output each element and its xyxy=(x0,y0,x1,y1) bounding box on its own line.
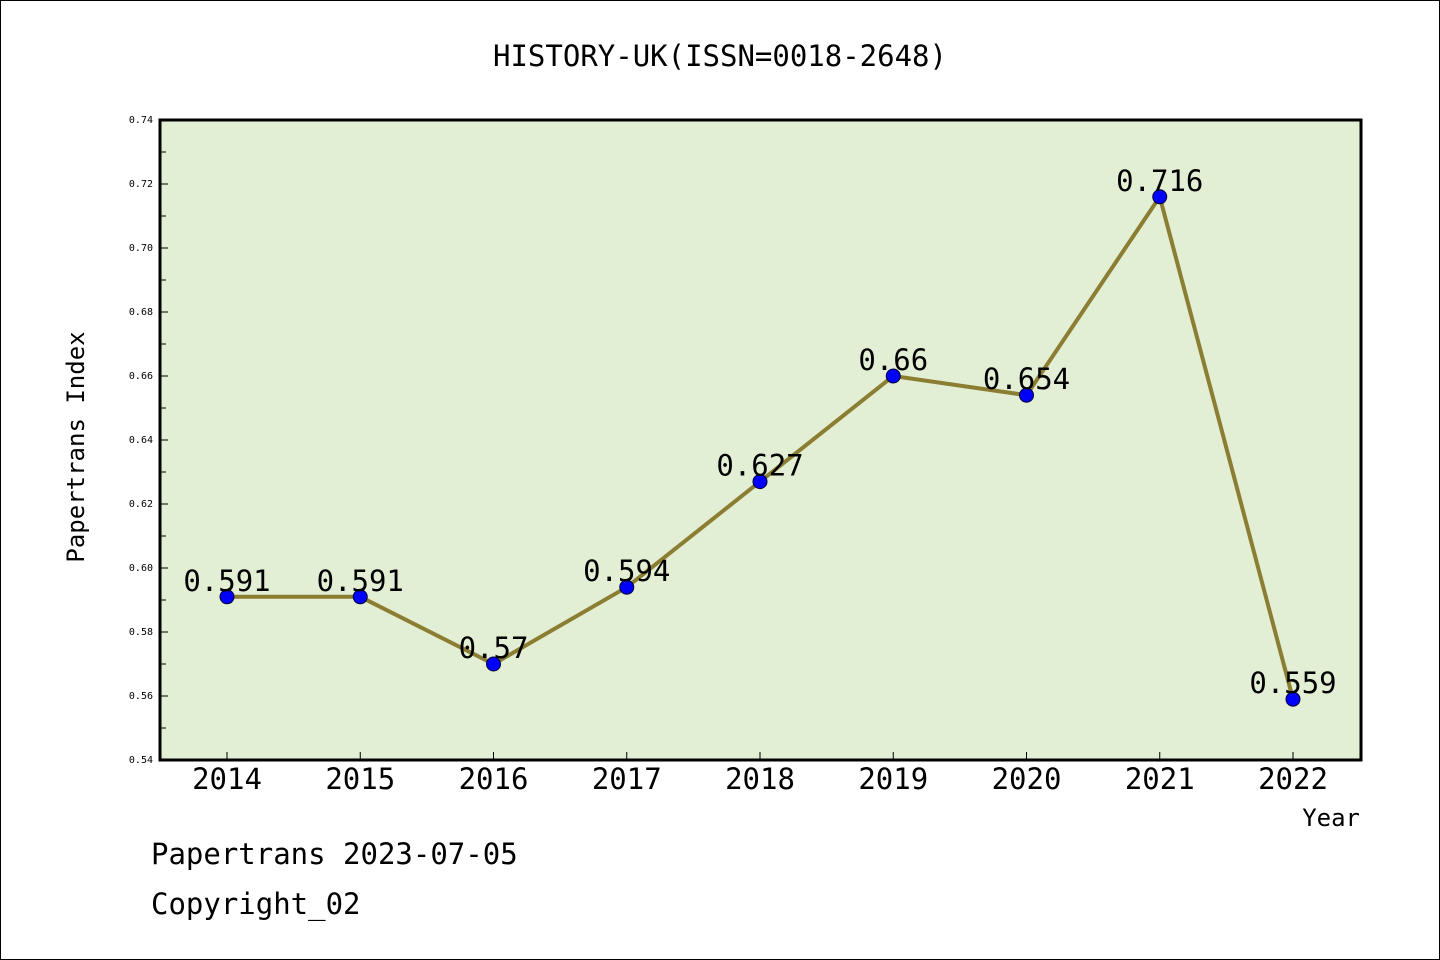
y-tick-label: 0.72 xyxy=(129,179,153,190)
y-tick-label: 0.56 xyxy=(129,691,153,702)
data-label: 0.591 xyxy=(183,564,270,598)
y-tick-label: 0.68 xyxy=(129,307,153,318)
y-tick-label: 0.66 xyxy=(129,371,153,382)
x-tick-label: 2016 xyxy=(459,762,529,796)
x-tick-label: 2021 xyxy=(1125,762,1195,796)
chart-title: HISTORY-UK(ISSN=0018-2648) xyxy=(493,39,947,73)
y-tick-label: 0.70 xyxy=(129,243,153,254)
series-layer: 0.591 0.591 0.57 0.594 0.627 0.66 0.654 0.716 0.… xyxy=(183,164,1337,707)
y-axis-label: Papertrans Index xyxy=(62,331,90,562)
plot-area xyxy=(158,118,1363,762)
x-axis: 2014 2015 2016 2017 2018 2019 2020 2021 2022 xyxy=(192,752,1328,796)
data-label: 0.559 xyxy=(1249,666,1336,700)
data-point xyxy=(1152,189,1168,205)
x-tick-label: 2022 xyxy=(1258,762,1328,796)
y-tick-label: 0.74 xyxy=(129,115,153,126)
x-tick-label: 2017 xyxy=(592,762,662,796)
data-point xyxy=(352,589,368,605)
x-tick-label: 2015 xyxy=(325,762,395,796)
y-axis: 0.54 0.56 0.58 0.60 0.62 0.64 0.66 0.68 0.70 0.72… xyxy=(129,115,168,766)
y-tick-label: 0.60 xyxy=(129,563,153,574)
y-tick-label: 0.54 xyxy=(129,755,153,766)
data-point xyxy=(219,589,235,605)
data-point xyxy=(752,474,768,490)
x-tick-label: 2019 xyxy=(858,762,928,796)
footer-date: Papertrans 2023-07-05 xyxy=(151,837,518,871)
x-tick-label: 2018 xyxy=(725,762,795,796)
data-label: 0.716 xyxy=(1116,164,1203,198)
x-tick-label: 2014 xyxy=(192,762,262,796)
data-label: 0.66 xyxy=(858,343,928,377)
y-tick-label: 0.62 xyxy=(129,499,153,510)
data-label: 0.654 xyxy=(983,362,1070,396)
data-point xyxy=(486,656,501,672)
x-axis-label: Year xyxy=(1302,804,1360,832)
footer-copyright: Copyright_02 xyxy=(151,887,361,921)
data-point xyxy=(619,579,635,595)
data-label: 0.627 xyxy=(716,449,803,483)
y-tick-label: 0.64 xyxy=(129,435,153,446)
y-tick-label: 0.58 xyxy=(129,627,153,638)
data-point xyxy=(1019,387,1034,403)
x-tick-label: 2020 xyxy=(992,762,1062,796)
data-label: 0.57 xyxy=(459,631,529,665)
data-label: 0.591 xyxy=(317,564,404,598)
data-point xyxy=(885,368,901,384)
data-label: 0.594 xyxy=(583,554,670,588)
data-point xyxy=(1285,691,1301,707)
